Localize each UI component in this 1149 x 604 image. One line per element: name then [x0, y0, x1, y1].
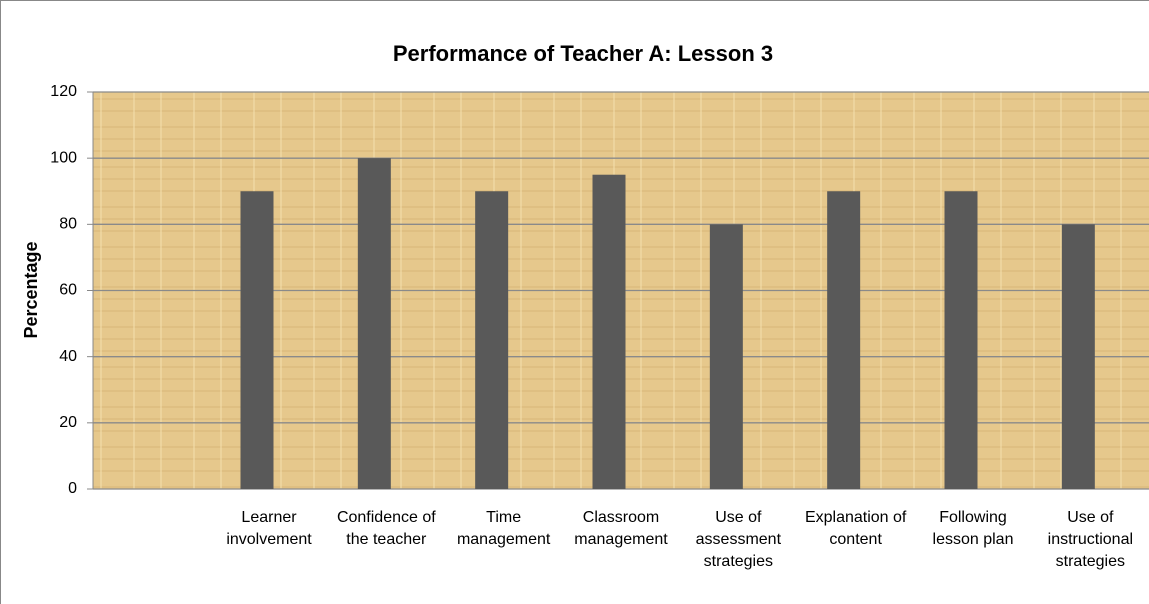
x-tick-label: Following lesson plan — [932, 509, 1014, 548]
x-tick-label: Use of assessment strategies — [695, 509, 782, 570]
y-axis-label: Percentage — [21, 241, 41, 338]
y-tick-label: 0 — [68, 480, 77, 497]
bar — [1061, 224, 1095, 490]
y-tick-label: 20 — [59, 414, 77, 431]
x-tick-label: Explanation of content — [804, 509, 907, 548]
x-tick-label: Time management — [456, 509, 551, 548]
y-tick-label: 40 — [59, 348, 77, 365]
x-tick-label: Confidence of the teacher — [336, 509, 436, 548]
y-tick-label: 60 — [59, 282, 77, 299]
y-tick-label: 80 — [59, 216, 77, 233]
chart-title: Performance of Teacher A: Lesson 3 — [393, 41, 773, 66]
bar — [592, 174, 626, 490]
bar — [944, 191, 978, 489]
y-tick-label: 120 — [50, 83, 77, 100]
x-tick-label: Classroom management — [574, 509, 668, 548]
x-tick-label: Use of instructional strategies — [1047, 509, 1134, 570]
bar — [827, 191, 861, 489]
y-tick-label: 100 — [50, 149, 77, 166]
bar — [709, 224, 743, 490]
bar — [357, 158, 391, 489]
bar — [475, 191, 509, 489]
bar — [240, 191, 274, 489]
x-tick-label: Learner involvement — [226, 509, 312, 548]
